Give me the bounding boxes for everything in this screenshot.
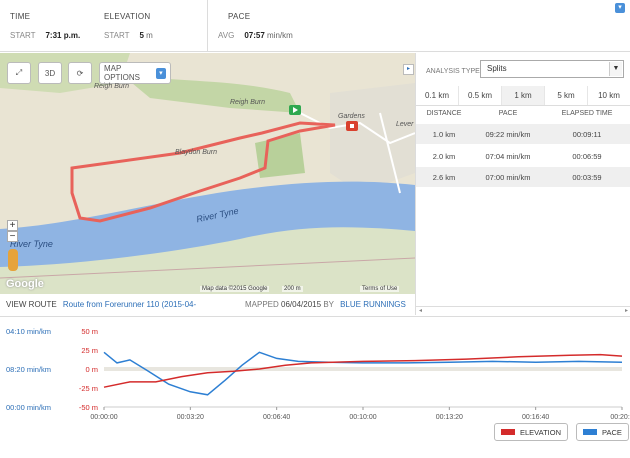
elevation-tick-label: 50 m xyxy=(81,327,98,336)
x-tick-label: 00:20:0 xyxy=(610,414,630,421)
replay-icon[interactable]: ⟳ xyxy=(68,62,92,84)
avg-pace: AVG 07:57 min/km xyxy=(218,31,293,40)
map-label-gardens: Gardens xyxy=(338,113,365,120)
time-label: TIME xyxy=(10,12,31,21)
tab-1-km[interactable]: 1 km xyxy=(502,86,545,105)
view-route-label: VIEW ROUTE Route from Forerunner 110 (20… xyxy=(6,300,197,309)
analysis-type-select[interactable]: Splits ▼ xyxy=(480,60,624,78)
x-tick-label: 00:10:00 xyxy=(349,414,376,421)
tab-5-km[interactable]: 5 km xyxy=(545,86,588,105)
zoom-out-button[interactable]: − xyxy=(7,231,18,242)
route-map[interactable]: ⤢ 3D ⟳ MAP OPTIONS ▾ Reigh Burn Reigh Bu… xyxy=(0,53,415,294)
scroll-right-icon[interactable]: ▸ xyxy=(624,308,628,314)
route-name-link[interactable]: Route from Forerunner 110 (2015-04- xyxy=(62,300,197,309)
start-time: START 7:31 p.m. xyxy=(10,31,81,40)
chart-canvas: 50 m 25 m 0 m -25 m -50 m 04:10 min/km 08:20 m… xyxy=(6,327,630,421)
tab-0-1-km[interactable]: 0.1 km xyxy=(416,86,459,105)
x-tick-label: 00:13:20 xyxy=(436,414,463,421)
elevation-tick-label: -25 m xyxy=(79,384,98,393)
stats-divider xyxy=(207,0,208,52)
collapse-chevron-icon[interactable]: ▾ xyxy=(615,3,625,13)
map-terrain xyxy=(0,53,415,294)
x-tick-label: 00:00:00 xyxy=(90,414,117,421)
scroll-left-icon[interactable]: ◂ xyxy=(419,308,423,314)
x-tick-label: 00:03:20 xyxy=(177,414,204,421)
route-path xyxy=(70,121,336,223)
start-elevation: START 5 m xyxy=(104,31,153,40)
elevation-tick-label: -50 m xyxy=(79,403,98,412)
elevation-swatch xyxy=(501,429,515,435)
fullscreen-icon[interactable]: ⤢ xyxy=(7,62,31,84)
zoom-in-button[interactable]: + xyxy=(7,220,18,231)
split-interval-tabs: 0.1 km 0.5 km 1 km 5 km 10 km xyxy=(416,86,630,106)
elevation-tick-label: 25 m xyxy=(81,346,98,355)
pace-label: PACE xyxy=(228,12,251,21)
mapped-info: MAPPED 06/04/2015 BY BLUE RUNNINGS xyxy=(245,300,406,309)
author-link[interactable]: BLUE RUNNINGS xyxy=(340,300,406,309)
stats-header: TIME ELEVATION START 7:31 p.m. START 5 m P… xyxy=(0,0,630,52)
analysis-panel: ▸ ANALYSIS TYPE: Splits ▼ 0.1 km 0.5 km … xyxy=(403,53,630,315)
table-row[interactable]: 1.0 km 09:22 min/km 00:09:11 xyxy=(416,124,630,144)
elevation-series-line xyxy=(103,353,623,388)
col-elapsed: ELAPSED TIME xyxy=(561,110,613,117)
analysis-type-label: ANALYSIS TYPE: xyxy=(426,68,482,75)
col-distance: DISTANCE xyxy=(426,110,462,117)
map-label-blaydon-burn: Blaydon Burn xyxy=(175,149,218,156)
zero-band xyxy=(104,367,622,371)
splits-table-header: DISTANCE PACE ELAPSED TIME xyxy=(416,110,630,122)
elevation-tick-label: 0 m xyxy=(85,365,98,374)
map-data-credit: Map data ©2015 Google xyxy=(200,286,270,292)
x-tick-label: 00:16:40 xyxy=(522,414,549,421)
table-row[interactable]: 2.0 km 07:04 min/km 00:06:59 xyxy=(432,151,602,161)
pace-tick-label: 00:00 min/km xyxy=(6,403,51,412)
river-label-2: River Tyne xyxy=(10,239,53,249)
tab-10-km[interactable]: 10 km xyxy=(588,86,630,105)
horizontal-scrollbar[interactable]: ◂ ▸ xyxy=(416,306,630,315)
street-view-pegman-icon[interactable] xyxy=(8,249,18,271)
legend-elevation-button[interactable]: ELEVATION xyxy=(494,423,568,441)
tab-0-5-km[interactable]: 0.5 km xyxy=(459,86,502,105)
google-logo: Google xyxy=(6,278,44,290)
x-tick-label: 00:06:40 xyxy=(263,414,290,421)
map-label-reigh-burn: Reigh Burn xyxy=(94,83,130,90)
pace-tick-label: 04:10 min/km xyxy=(6,327,51,336)
elevation-label: ELEVATION xyxy=(104,12,151,21)
pace-tick-label: 08:20 min/km xyxy=(6,365,51,374)
pace-swatch xyxy=(583,429,597,435)
map-terms-link[interactable]: Terms of Use xyxy=(360,286,400,292)
route-info-bar: VIEW ROUTE Route from Forerunner 110 (20… xyxy=(0,294,415,315)
map-scale: 200 m xyxy=(282,286,303,292)
map-label-reigh-burn-2: Reigh Burn xyxy=(230,99,266,106)
panel-toggle-icon[interactable]: ▸ xyxy=(403,64,414,75)
map-options-chevron-icon: ▾ xyxy=(155,67,166,79)
select-chevron-icon: ▼ xyxy=(609,62,622,76)
map-options-button[interactable]: MAP OPTIONS ▾ xyxy=(99,62,171,84)
legend-pace-button[interactable]: PACE xyxy=(576,423,629,441)
3d-view-icon[interactable]: 3D xyxy=(38,62,62,84)
table-row[interactable]: 2.6 km 07:00 min/km 00:03:59 xyxy=(416,167,630,187)
map-label-lever: Lever xyxy=(396,121,414,128)
col-pace: PACE xyxy=(498,110,518,117)
pace-series-line xyxy=(103,351,623,396)
